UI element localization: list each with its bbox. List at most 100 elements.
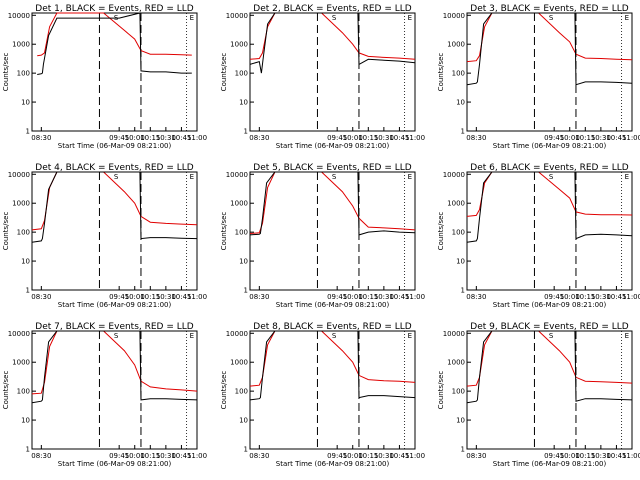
y-tick-label: 100 xyxy=(17,388,30,396)
y-tick-label: 10 xyxy=(21,99,30,107)
end-marker-label: E xyxy=(625,173,629,181)
x-tick-label: 11:00 xyxy=(405,134,425,142)
y-tick-label: 10 xyxy=(239,258,248,266)
plot-title: Det 5, BLACK = Events, RED = LLD xyxy=(253,163,412,173)
plot-frame xyxy=(249,12,416,132)
series-line-lld xyxy=(466,12,633,63)
end-marker-label: E xyxy=(625,14,629,22)
y-tick-label: 1000 xyxy=(447,200,465,208)
x-tick-label: 11:00 xyxy=(405,452,425,460)
y-tick-label: 10 xyxy=(456,417,465,425)
plot-title: Det 4, BLACK = Events, RED = LLD xyxy=(35,163,194,173)
x-tick-label: 09:45 xyxy=(544,134,564,142)
y-tick-label: 1 xyxy=(244,128,248,136)
plot-title: Det 6, BLACK = Events, RED = LLD xyxy=(470,163,629,173)
series-line-lld xyxy=(249,171,416,234)
y-tick-label: 10000 xyxy=(226,12,248,20)
series-line-events xyxy=(37,12,192,75)
x-tick-label: 09:45 xyxy=(327,452,347,460)
x-tick-label: 10:45 xyxy=(389,134,409,142)
y-tick-label: 10000 xyxy=(443,171,465,179)
plot-frame xyxy=(31,330,198,450)
x-tick-label: 09:45 xyxy=(109,293,129,301)
y-axis-label: Counts/sec xyxy=(220,212,228,251)
y-axis-label: Counts/sec xyxy=(437,53,445,92)
plot-title: Det 9, BLACK = Events, RED = LLD xyxy=(470,322,629,332)
y-tick-label: 1000 xyxy=(12,200,30,208)
y-tick-label: 1 xyxy=(461,128,465,136)
x-tick-label: 08:30 xyxy=(31,134,51,142)
x-axis-label: Start Time (06-Mar-09 08:21:00) xyxy=(493,301,607,309)
x-tick-label: 10:15 xyxy=(358,134,378,142)
x-tick-label: 10:00 xyxy=(343,293,363,301)
y-tick-label: 1 xyxy=(26,287,30,295)
y-axis-label: Counts/sec xyxy=(437,212,445,251)
x-tick-label: 10:00 xyxy=(560,452,580,460)
start-marker-label: S xyxy=(549,173,554,181)
x-axis-label: Start Time (06-Mar-09 08:21:00) xyxy=(276,142,390,150)
y-tick-label: 10000 xyxy=(8,330,30,338)
start-marker-label: S xyxy=(549,14,554,22)
y-tick-label: 100 xyxy=(452,70,465,78)
plot-frame xyxy=(466,171,633,291)
start-marker-label: S xyxy=(549,332,554,340)
y-tick-label: 1000 xyxy=(230,359,248,367)
y-tick-label: 10 xyxy=(456,258,465,266)
series-line-lld xyxy=(466,171,633,217)
end-marker-label: E xyxy=(190,332,194,340)
x-tick-label: 10:30 xyxy=(591,293,611,301)
y-axis-label: Counts/sec xyxy=(220,53,228,92)
x-tick-label: 08:30 xyxy=(31,452,51,460)
y-tick-label: 10000 xyxy=(226,171,248,179)
x-tick-label: 11:00 xyxy=(187,452,207,460)
series-line-events xyxy=(249,330,416,401)
x-tick-label: 11:00 xyxy=(622,134,640,142)
x-tick-label: 08:30 xyxy=(249,134,269,142)
x-tick-label: 10:15 xyxy=(575,452,595,460)
x-tick-label: 10:15 xyxy=(575,134,595,142)
y-axis-label: Counts/sec xyxy=(220,371,228,410)
y-tick-label: 10000 xyxy=(226,330,248,338)
series-line-events xyxy=(31,330,198,404)
y-tick-label: 10 xyxy=(239,417,248,425)
series-line-events xyxy=(466,330,633,404)
series-line-events xyxy=(466,12,633,86)
x-axis-label: Start Time (06-Mar-09 08:21:00) xyxy=(276,460,390,468)
x-tick-label: 08:30 xyxy=(31,293,51,301)
x-tick-label: 09:45 xyxy=(109,452,129,460)
plot-title: Det 2, BLACK = Events, RED = LLD xyxy=(253,4,412,14)
x-tick-label: 10:30 xyxy=(156,134,176,142)
end-marker-label: E xyxy=(408,173,412,181)
series-line-lld xyxy=(37,12,192,57)
plot-frame xyxy=(466,330,633,450)
x-tick-label: 10:30 xyxy=(374,452,394,460)
y-tick-label: 1 xyxy=(26,128,30,136)
plot-frame xyxy=(31,171,198,291)
y-tick-label: 10 xyxy=(239,99,248,107)
x-tick-label: 08:30 xyxy=(466,293,486,301)
y-tick-label: 1 xyxy=(244,446,248,454)
x-tick-label: 09:45 xyxy=(327,134,347,142)
end-marker-label: E xyxy=(190,14,194,22)
y-tick-label: 10 xyxy=(21,258,30,266)
x-axis-label: Start Time (06-Mar-09 08:21:00) xyxy=(58,142,172,150)
y-tick-label: 1 xyxy=(26,446,30,454)
x-tick-label: 10:15 xyxy=(140,134,160,142)
y-tick-label: 1 xyxy=(244,287,248,295)
x-tick-label: 10:30 xyxy=(591,134,611,142)
series-line-events xyxy=(249,171,416,236)
series-line-lld xyxy=(249,12,416,60)
series-line-events xyxy=(466,171,633,243)
end-marker-label: E xyxy=(625,332,629,340)
x-tick-label: 10:45 xyxy=(389,293,409,301)
y-tick-label: 10000 xyxy=(443,330,465,338)
start-marker-label: S xyxy=(332,14,337,22)
x-axis-label: Start Time (06-Mar-09 08:21:00) xyxy=(276,301,390,309)
y-tick-label: 100 xyxy=(17,229,30,237)
y-tick-label: 1 xyxy=(461,446,465,454)
y-tick-label: 1000 xyxy=(230,41,248,49)
